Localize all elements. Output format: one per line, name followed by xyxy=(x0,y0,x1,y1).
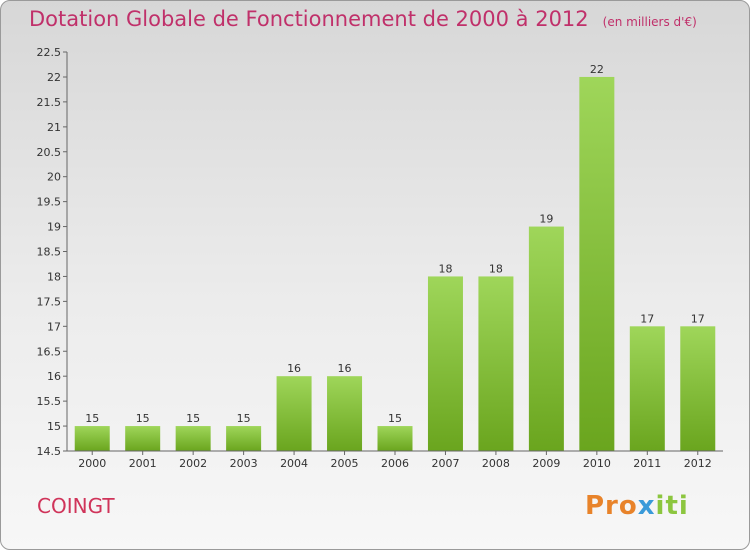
bar-value-label: 17 xyxy=(640,312,654,325)
y-tick-label: 21.5 xyxy=(37,96,62,109)
x-tick-label: 2004 xyxy=(280,457,308,470)
x-tick-label: 2012 xyxy=(684,457,712,470)
bar-value-label: 22 xyxy=(590,63,604,76)
bars-group: 15 15 15 15 16 16 15 18 18 19 22 17 17 xyxy=(74,63,716,451)
y-tick-label: 15.5 xyxy=(37,395,62,408)
bar-value-label: 18 xyxy=(438,262,452,275)
bar xyxy=(276,376,312,451)
x-tick-label: 2005 xyxy=(331,457,359,470)
x-tick-label: 2006 xyxy=(381,457,409,470)
bar-value-label: 16 xyxy=(338,362,352,375)
y-tick-label: 16.5 xyxy=(37,345,62,358)
bar xyxy=(629,326,665,451)
x-tick-label: 2008 xyxy=(482,457,510,470)
y-tick-label: 14.5 xyxy=(37,445,62,458)
axes-group: 14.5 15 15.5 16 16.5 17 17.5 18 18.5 19 19.5 20 20.5… xyxy=(37,46,723,470)
bar xyxy=(427,276,463,451)
chart-title-text: Dotation Globale de Fonctionnement de 20… xyxy=(29,7,589,31)
bar xyxy=(680,326,716,451)
x-tick-label: 2010 xyxy=(583,457,611,470)
bar xyxy=(579,76,615,451)
logo-part-1: Pro xyxy=(585,491,638,521)
bar-value-label: 18 xyxy=(489,262,503,275)
y-tick-label: 21 xyxy=(47,121,61,134)
bar-value-label: 15 xyxy=(136,412,150,425)
x-tick-label: 2009 xyxy=(532,457,560,470)
bar-value-label: 15 xyxy=(388,412,402,425)
bar-value-label: 15 xyxy=(186,412,200,425)
bar-value-label: 15 xyxy=(237,412,251,425)
logo-part-3: iti xyxy=(655,491,689,521)
bar xyxy=(226,426,262,451)
x-tick-label: 2007 xyxy=(431,457,459,470)
y-tick-label: 15 xyxy=(47,420,61,433)
x-tick-label: 2001 xyxy=(129,457,157,470)
logo-part-2: x xyxy=(637,491,656,521)
chart-subtitle: (en milliers d'€) xyxy=(602,15,697,29)
proxiti-logo: Proxiti xyxy=(585,491,689,521)
bar xyxy=(528,226,564,451)
y-tick-label: 18 xyxy=(47,270,61,283)
y-tick-label: 19.5 xyxy=(37,196,62,209)
x-tick-label: 2000 xyxy=(78,457,106,470)
bar xyxy=(175,426,211,451)
x-tick-label: 2003 xyxy=(230,457,258,470)
bar xyxy=(478,276,514,451)
bar-value-label: 17 xyxy=(691,312,705,325)
bar-value-label: 16 xyxy=(287,362,301,375)
bar xyxy=(125,426,161,451)
y-tick-label: 17.5 xyxy=(37,295,62,308)
y-tick-label: 22 xyxy=(47,71,61,84)
y-tick-label: 16 xyxy=(47,370,61,383)
bar-value-label: 19 xyxy=(539,213,553,226)
x-tick-label: 2002 xyxy=(179,457,207,470)
y-tick-label: 22.5 xyxy=(37,46,62,59)
bar xyxy=(377,426,413,451)
chart-title: Dotation Globale de Fonctionnement de 20… xyxy=(29,7,697,31)
y-tick-label: 19 xyxy=(47,221,61,234)
x-tick-label: 2011 xyxy=(633,457,661,470)
bar xyxy=(327,376,363,451)
commune-name: COINGT xyxy=(37,494,115,518)
y-tick-label: 18.5 xyxy=(37,246,62,259)
y-tick-label: 20.5 xyxy=(37,146,62,159)
bar-value-label: 15 xyxy=(85,412,99,425)
y-tick-label: 20 xyxy=(47,171,61,184)
bar xyxy=(74,426,110,451)
y-tick-label: 17 xyxy=(47,320,61,333)
